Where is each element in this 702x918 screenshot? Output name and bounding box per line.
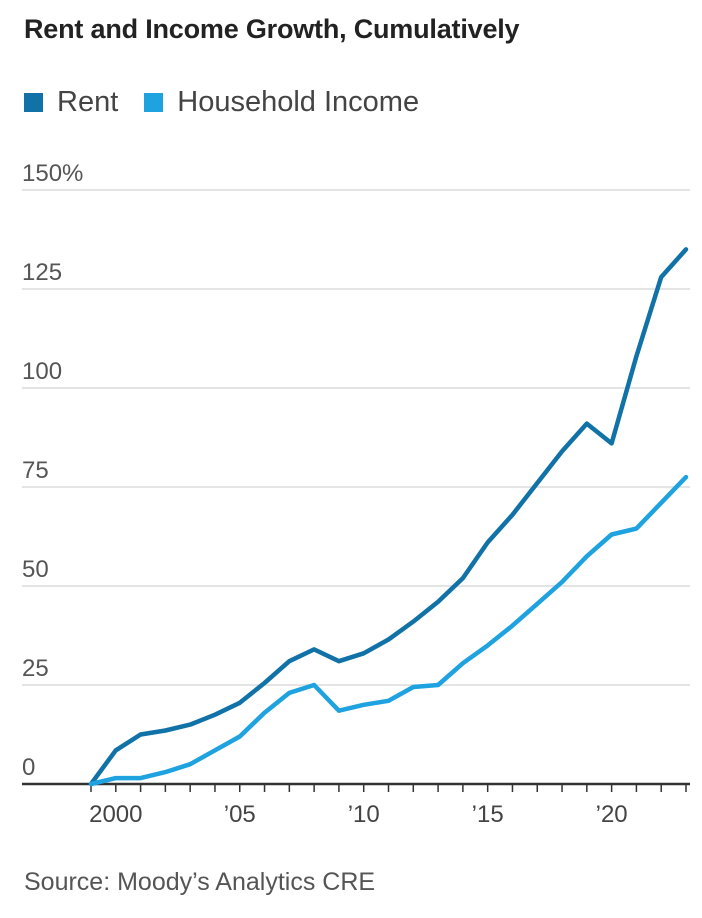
x-tick-label: ’15 xyxy=(472,801,504,828)
y-tick-label: 50 xyxy=(22,556,49,583)
chart-title: Rent and Income Growth, Cumulatively xyxy=(24,14,520,44)
x-tick-label: 2000 xyxy=(89,801,142,828)
household-income-line xyxy=(88,474,689,787)
y-tick-label: 100 xyxy=(22,358,62,385)
legend-item-rent: Rent xyxy=(24,86,118,119)
legend-swatch-income xyxy=(144,93,164,112)
legend-swatch-rent xyxy=(24,93,43,112)
x-tick-label: ’10 xyxy=(348,801,380,828)
y-tick-label: 150% xyxy=(22,160,83,187)
legend-item-income: Household Income xyxy=(144,86,419,119)
y-tick-label: 125 xyxy=(22,259,62,286)
rent-line xyxy=(88,247,689,787)
x-tick-label: ’05 xyxy=(224,801,256,828)
legend: Rent Household Income xyxy=(24,86,445,119)
y-tick-label: 25 xyxy=(22,655,49,682)
y-tick-label: 0 xyxy=(22,754,35,781)
y-tick-label: 75 xyxy=(22,457,49,484)
legend-label-rent: Rent xyxy=(57,86,119,118)
x-tick-label: ’20 xyxy=(596,801,628,828)
source-note: Source: Moody’s Analytics CRE xyxy=(24,868,376,896)
legend-label-income: Household Income xyxy=(177,86,420,118)
